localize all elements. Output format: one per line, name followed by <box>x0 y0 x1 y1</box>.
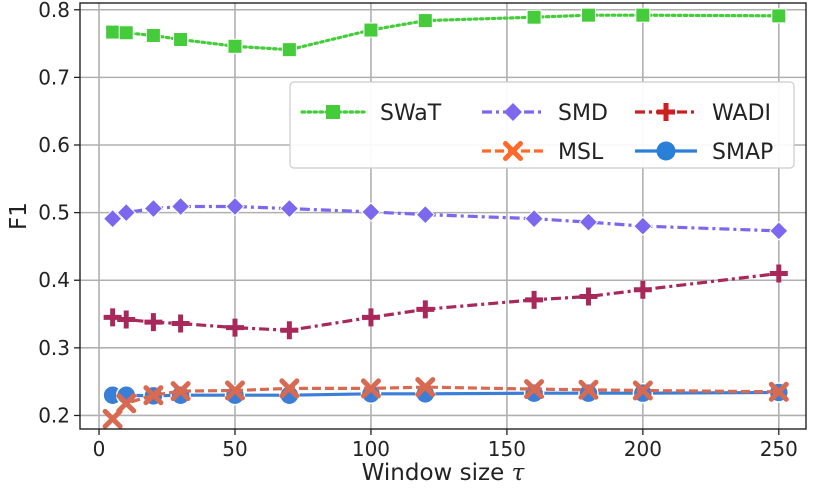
data-point-swat <box>580 7 596 23</box>
data-point-wadi <box>579 287 598 306</box>
data-point-wadi <box>171 314 190 333</box>
data-point-msl <box>170 381 191 402</box>
y-tick-label: 0.2 <box>38 403 70 427</box>
data-point-wadi <box>225 318 244 337</box>
series-msl <box>102 377 789 429</box>
x-axis-label: Window size τ <box>362 460 526 486</box>
data-point-swat <box>526 9 542 25</box>
data-point-swat <box>118 25 134 41</box>
series-area <box>102 7 790 429</box>
legend-marker-swat <box>326 105 340 119</box>
data-point-smd <box>524 208 544 229</box>
data-point-msl <box>116 393 137 414</box>
data-point-swat <box>635 7 651 23</box>
data-point-msl <box>224 380 245 401</box>
y-tick-label: 0.3 <box>38 336 70 360</box>
data-point-wadi <box>525 290 544 309</box>
data-point-smd <box>578 212 599 232</box>
legend-label: SWaT <box>380 101 442 126</box>
y-tick-label: 0.4 <box>38 268 70 292</box>
series-smd <box>102 196 789 241</box>
data-point-swat <box>363 22 379 38</box>
data-point-msl <box>102 408 123 429</box>
data-point-swat <box>771 8 787 24</box>
legend-item-smap: SMAP <box>635 140 773 165</box>
axis-ticks: 0 50 100 150 200 250 0.2 0.3 0.4 0.5 0.6 0.7 0.8 <box>38 0 798 461</box>
data-point-smd <box>633 216 653 236</box>
legend-label: SMAP <box>712 140 773 165</box>
data-point-wadi <box>144 313 163 332</box>
data-point-wadi <box>117 310 136 329</box>
legend-item-wadi: WADI <box>635 101 771 126</box>
y-axis-label: F1 <box>6 202 32 230</box>
data-point-swat <box>417 13 433 29</box>
series-wadi <box>103 264 788 340</box>
legend-item-msl: MSL <box>482 140 604 165</box>
legend-label: WADI <box>712 101 771 126</box>
data-point-smd <box>225 196 245 217</box>
x-tick-label: 150 <box>488 437 526 461</box>
data-point-smd <box>361 202 381 222</box>
data-point-swat <box>281 42 297 58</box>
legend-label: MSL <box>558 140 604 165</box>
data-point-smd <box>279 198 300 219</box>
data-point-msl <box>768 381 789 402</box>
legend-marker-smd <box>504 103 522 121</box>
data-point-swat <box>173 32 189 48</box>
data-point-msl <box>578 379 599 400</box>
data-point-smd <box>102 208 123 229</box>
x-tick-label: 100 <box>352 437 390 461</box>
data-point-wadi <box>769 264 788 283</box>
data-point-msl <box>360 378 381 399</box>
data-point-smd <box>170 196 191 217</box>
data-point-swat <box>105 24 121 40</box>
legend-item-smd: SMD <box>482 101 608 126</box>
data-point-wadi <box>633 280 652 299</box>
y-tick-label: 0.7 <box>38 65 70 89</box>
data-point-wadi <box>280 321 299 340</box>
data-point-wadi <box>361 308 380 327</box>
y-tick-label: 0.6 <box>38 133 70 157</box>
data-point-msl <box>632 380 653 401</box>
x-tick-label: 200 <box>624 437 662 461</box>
x-tick-label: 50 <box>222 437 247 461</box>
plot-frame <box>79 2 807 430</box>
legend-marker-wadi <box>657 103 675 121</box>
series-swat <box>105 7 787 58</box>
x-axis-label-text: Window size <box>362 460 505 486</box>
legend-marker-msl <box>503 141 523 161</box>
y-tick-label: 0.8 <box>38 0 70 22</box>
data-point-smd <box>116 202 136 223</box>
data-point-msl <box>524 379 545 400</box>
legend: SWaT SMD WADI MSL SMAP <box>289 81 795 169</box>
x-tick-label: 0 <box>93 437 106 461</box>
data-point-swat <box>227 38 243 54</box>
data-point-smd <box>143 198 164 219</box>
legend-label: SMD <box>558 101 608 126</box>
data-point-smd <box>415 204 436 225</box>
x-axis-label-symbol: τ <box>512 460 526 486</box>
y-tick-label: 0.5 <box>38 201 70 225</box>
data-point-wadi <box>416 300 435 319</box>
legend-item-swat: SWaT <box>300 101 442 126</box>
data-point-smd <box>769 221 789 241</box>
x-tick-label: 250 <box>760 437 798 461</box>
data-point-msl <box>279 378 300 399</box>
legend-marker-smap <box>656 141 676 161</box>
data-point-swat <box>145 27 161 43</box>
data-point-msl <box>143 385 164 406</box>
data-point-msl <box>415 377 436 398</box>
